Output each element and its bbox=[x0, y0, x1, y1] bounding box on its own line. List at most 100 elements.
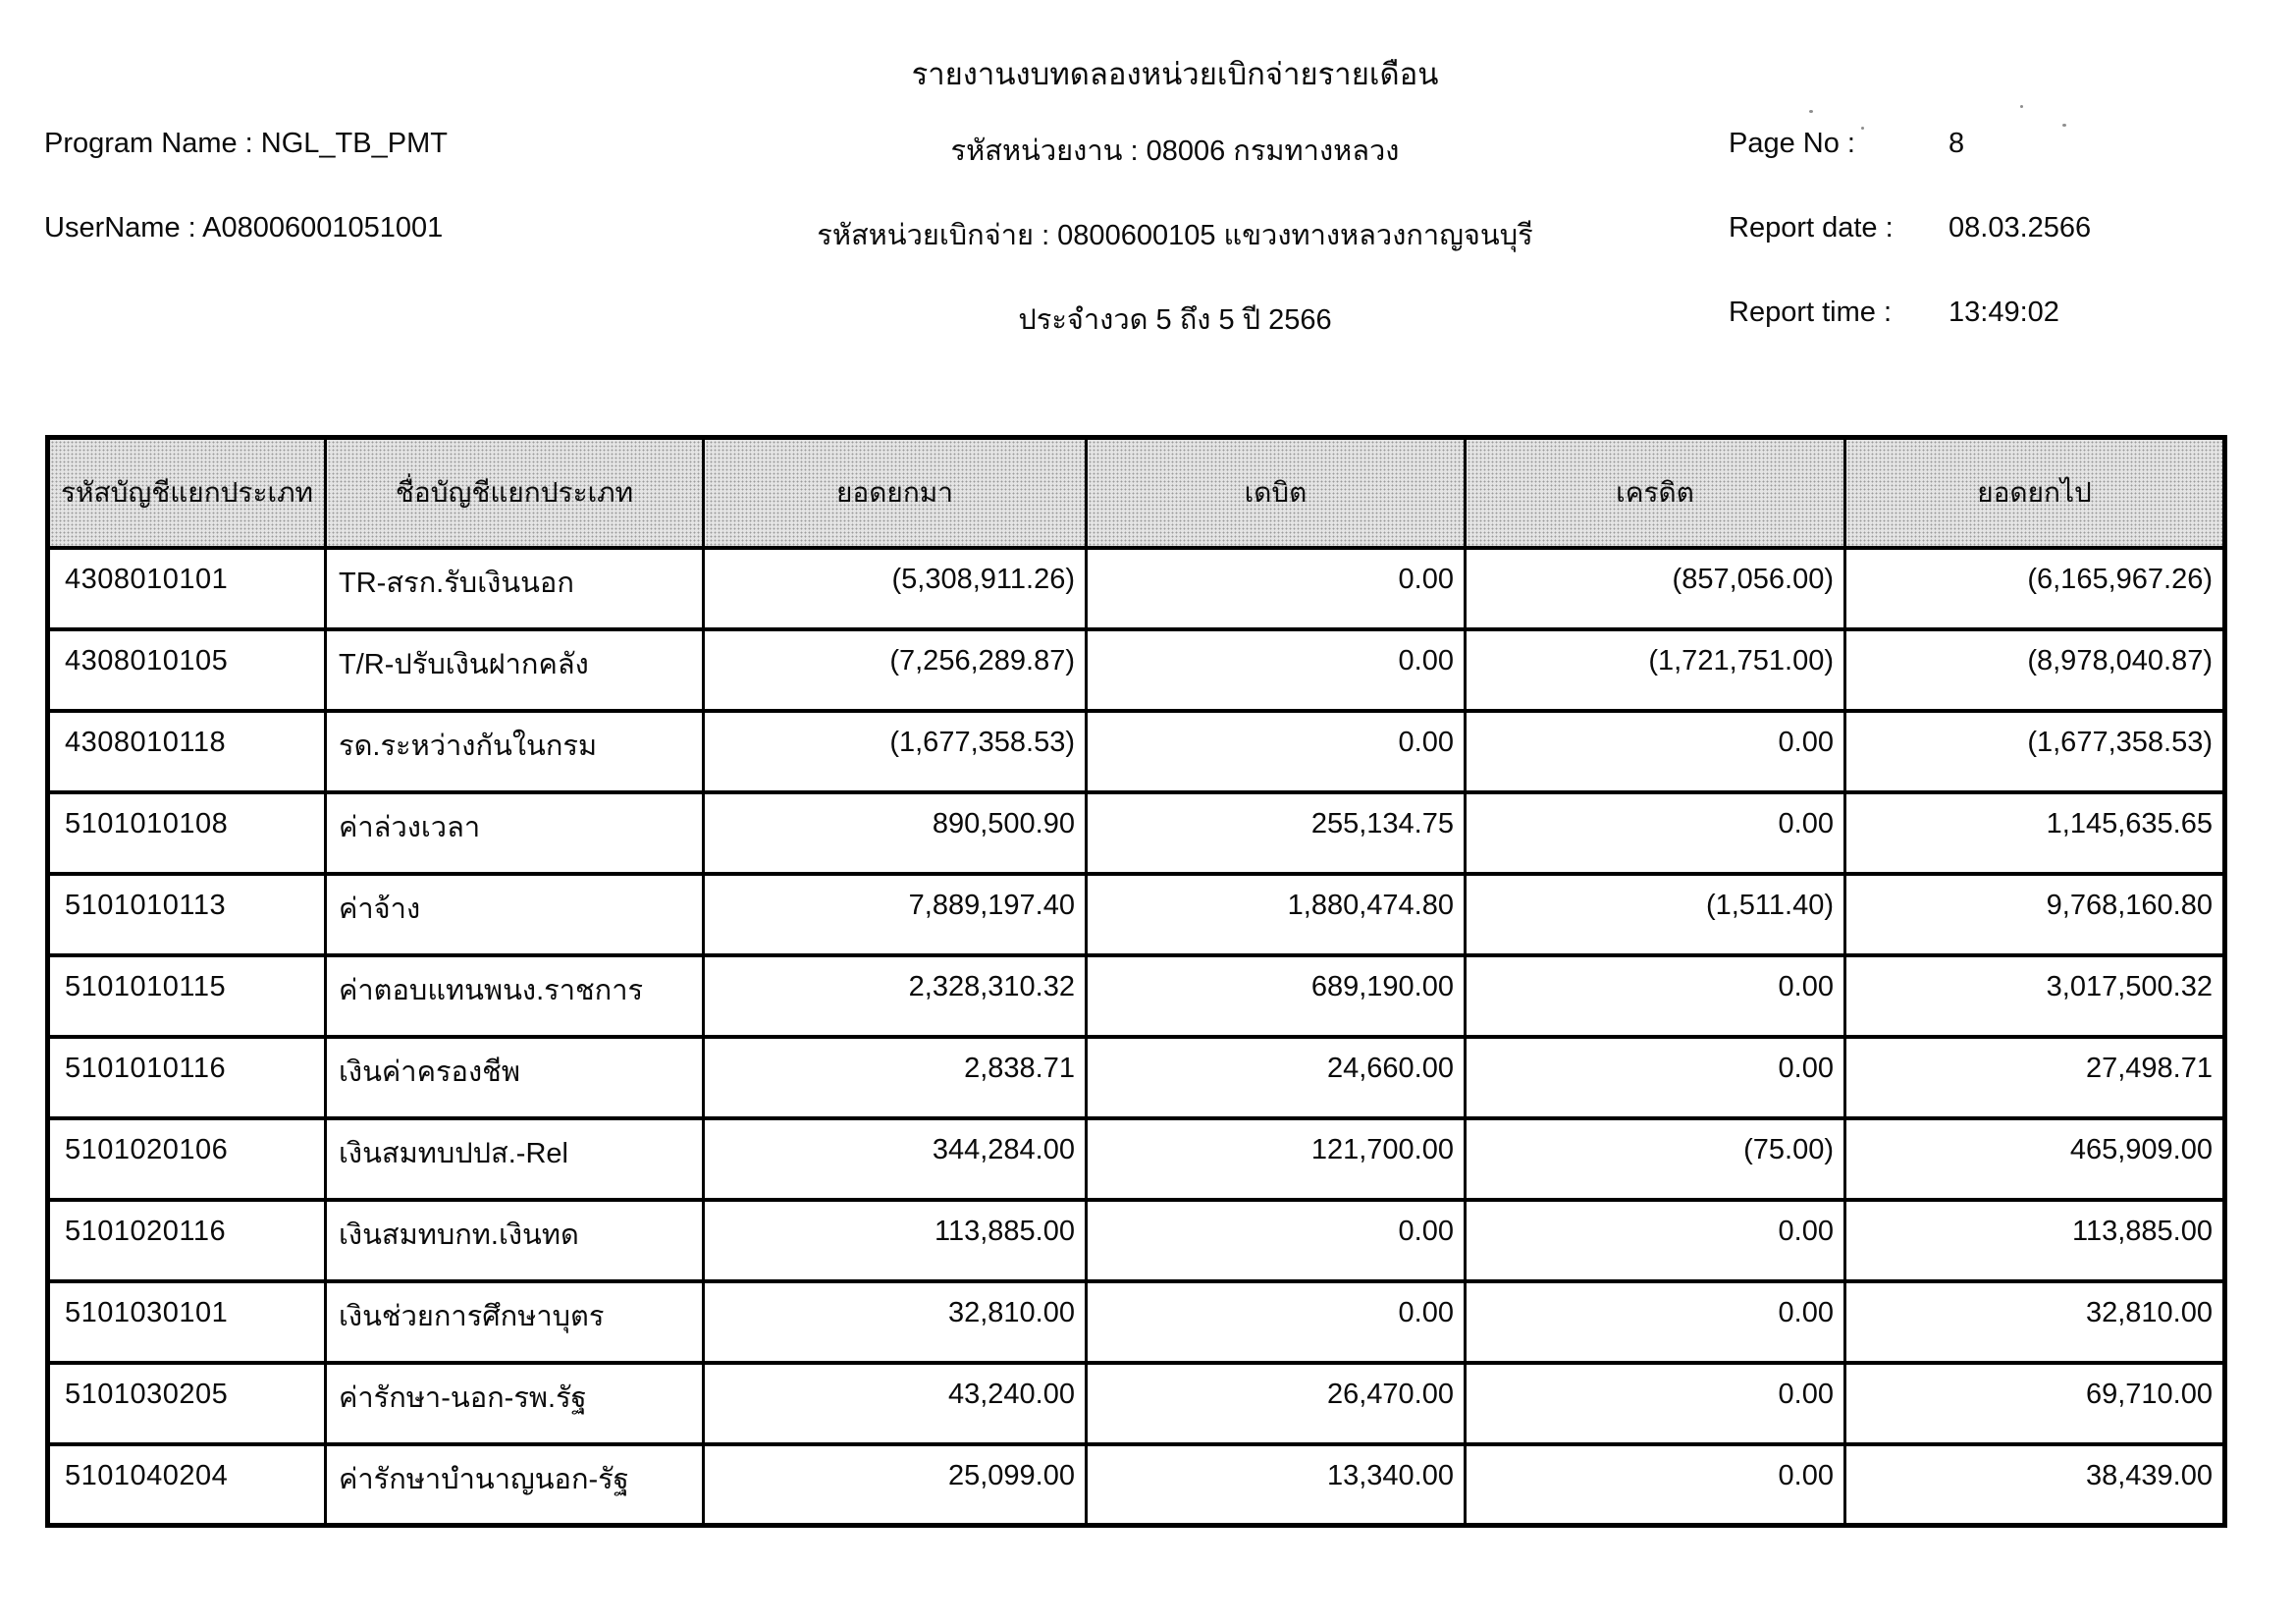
table-row: 5101010108 ค่าล่วงเวลา 890,500.90 255,134.7… bbox=[46, 789, 2225, 874]
debit-amount: 0.00 bbox=[1085, 545, 1466, 629]
account-name: T/R-ปรับเงินฝากคลัง bbox=[324, 626, 704, 711]
credit-amount: (75.00) bbox=[1464, 1115, 1845, 1200]
beginning-balance: 113,885.00 bbox=[702, 1197, 1087, 1281]
beginning-balance: 2,838.71 bbox=[702, 1034, 1087, 1118]
beginning-balance: (5,308,911.26) bbox=[702, 545, 1087, 629]
scan-speck bbox=[1861, 127, 1864, 130]
debit-amount: 0.00 bbox=[1085, 708, 1466, 792]
debit-amount: 24,660.00 bbox=[1085, 1034, 1466, 1118]
table-row: 5101030205 ค่ารักษา-นอก-รพ.รัฐ 43,240.00 26… bbox=[46, 1360, 2225, 1444]
account-name: เงินค่าครองชีพ bbox=[324, 1034, 704, 1118]
table-row: 5101030101 เงินช่วยการศึกษาบุตร 32,810.00 0… bbox=[46, 1278, 2225, 1363]
table-row: 5101010115 ค่าตอบแทนพนง.ราชการ 2,328,310.3… bbox=[46, 952, 2225, 1037]
debit-amount: 255,134.75 bbox=[1085, 789, 1466, 874]
ending-balance: 113,885.00 bbox=[1843, 1197, 2225, 1281]
credit-amount: 0.00 bbox=[1464, 1197, 1845, 1281]
beginning-balance: (7,256,289.87) bbox=[702, 626, 1087, 711]
account-name: ค่าตอบแทนพนง.ราชการ bbox=[324, 952, 704, 1037]
beginning-balance: 7,889,197.40 bbox=[702, 871, 1087, 955]
ending-balance: 3,017,500.32 bbox=[1843, 952, 2225, 1037]
table-row: 4308010118 รด.ระหว่างกันในกรม (1,677,358.5… bbox=[46, 708, 2225, 792]
table-header-cell: ยอดยกไป bbox=[1843, 435, 2225, 548]
account-name: เงินสมทบปปส.-Rel bbox=[324, 1115, 704, 1200]
disbursement-unit-line: รหัสหน่วยเบิกจ่าย : 0800600105 แขวงทางหล… bbox=[817, 220, 1533, 251]
credit-amount: 0.00 bbox=[1464, 952, 1845, 1037]
credit-amount: (857,056.00) bbox=[1464, 545, 1845, 629]
table-header-cell: ยอดยกมา bbox=[702, 435, 1087, 548]
account-name: TR-สรก.รับเงินนอก bbox=[324, 545, 704, 629]
table-header-cell: เครดิต bbox=[1464, 435, 1845, 548]
account-name: ค่ารักษาบำนาญนอก-รัฐ bbox=[324, 1441, 704, 1526]
debit-amount: 1,880,474.80 bbox=[1085, 871, 1466, 955]
table-header-cell: ชื่อบัญชีแยกประเภท bbox=[324, 435, 704, 548]
debit-amount: 121,700.00 bbox=[1085, 1115, 1466, 1200]
debit-amount: 0.00 bbox=[1085, 1197, 1466, 1281]
debit-amount: 0.00 bbox=[1085, 1278, 1466, 1363]
report-date-value: 08.03.2566 bbox=[1949, 212, 2092, 244]
account-code: 4308010105 bbox=[46, 626, 326, 711]
report-title: รายงานงบทดลองหน่วยเบิกจ่ายรายเดือน bbox=[911, 57, 1439, 91]
ending-balance: (1,677,358.53) bbox=[1843, 708, 2225, 792]
ending-balance: 32,810.00 bbox=[1843, 1278, 2225, 1363]
agency-code-line: รหัสหน่วยงาน : 08006 กรมทางหลวง bbox=[950, 135, 1400, 167]
credit-amount: (1,511.40) bbox=[1464, 871, 1845, 955]
scan-speck bbox=[2062, 124, 2066, 127]
table-header-cell: รหัสบัญชีแยกประเภท bbox=[46, 435, 326, 548]
account-code: 5101010113 bbox=[46, 871, 326, 955]
ending-balance: (8,978,040.87) bbox=[1843, 626, 2225, 711]
credit-amount: 0.00 bbox=[1464, 789, 1845, 874]
account-name: เงินสมทบกท.เงินทด bbox=[324, 1197, 704, 1281]
scan-speck bbox=[1809, 110, 1813, 113]
ending-balance: 465,909.00 bbox=[1843, 1115, 2225, 1200]
credit-amount: 0.00 bbox=[1464, 1360, 1845, 1444]
credit-amount: 0.00 bbox=[1464, 708, 1845, 792]
account-code: 4308010101 bbox=[46, 545, 326, 629]
credit-amount: 0.00 bbox=[1464, 1278, 1845, 1363]
beginning-balance: 32,810.00 bbox=[702, 1278, 1087, 1363]
table-row: 5101010113 ค่าจ้าง 7,889,197.40 1,880,474.8… bbox=[46, 871, 2225, 955]
ending-balance: 27,498.71 bbox=[1843, 1034, 2225, 1118]
debit-amount: 26,470.00 bbox=[1085, 1360, 1466, 1444]
scan-speck bbox=[2020, 105, 2023, 108]
page-no-label: Page No : bbox=[1729, 128, 1855, 159]
account-name: รด.ระหว่างกันในกรม bbox=[324, 708, 704, 792]
account-code: 4308010118 bbox=[46, 708, 326, 792]
table-header-cell: เดบิต bbox=[1085, 435, 1466, 548]
table-header-row: รหัสบัญชีแยกประเภท ชื่อบัญชีแยกประเภท ยอดย… bbox=[46, 435, 2225, 548]
period-line: ประจำงวด 5 ถึง 5 ปี 2566 bbox=[1018, 304, 1332, 336]
account-code: 5101030101 bbox=[46, 1278, 326, 1363]
account-code: 5101010108 bbox=[46, 789, 326, 874]
account-name: ค่าล่วงเวลา bbox=[324, 789, 704, 874]
table-row: 5101040204 ค่ารักษาบำนาญนอก-รัฐ 25,099.00 1… bbox=[46, 1441, 2225, 1526]
debit-amount: 0.00 bbox=[1085, 626, 1466, 711]
account-name: ค่าจ้าง bbox=[324, 871, 704, 955]
account-code: 5101030205 bbox=[46, 1360, 326, 1444]
debit-amount: 13,340.00 bbox=[1085, 1441, 1466, 1526]
credit-amount: 0.00 bbox=[1464, 1034, 1845, 1118]
account-code: 5101010115 bbox=[46, 952, 326, 1037]
beginning-balance: 43,240.00 bbox=[702, 1360, 1087, 1444]
account-code: 5101040204 bbox=[46, 1441, 326, 1526]
account-name: เงินช่วยการศึกษาบุตร bbox=[324, 1278, 704, 1363]
page-no-value: 8 bbox=[1949, 128, 1965, 159]
program-name-line: Program Name : NGL_TB_PMT bbox=[44, 128, 448, 159]
ending-balance: 38,439.00 bbox=[1843, 1441, 2225, 1526]
beginning-balance: 25,099.00 bbox=[702, 1441, 1087, 1526]
beginning-balance: (1,677,358.53) bbox=[702, 708, 1087, 792]
ending-balance: 9,768,160.80 bbox=[1843, 871, 2225, 955]
table-row: 4308010105 T/R-ปรับเงินฝากคลัง (7,256,289.… bbox=[46, 626, 2225, 711]
report-time-label: Report time : bbox=[1729, 297, 1892, 328]
account-code: 5101010116 bbox=[46, 1034, 326, 1118]
account-code: 5101020106 bbox=[46, 1115, 326, 1200]
ending-balance: (6,165,967.26) bbox=[1843, 545, 2225, 629]
account-name: ค่ารักษา-นอก-รพ.รัฐ bbox=[324, 1360, 704, 1444]
account-table-body: 4308010101 TR-สรก.รับเงินนอก (5,308,911.26… bbox=[46, 545, 2225, 1526]
beginning-balance: 890,500.90 bbox=[702, 789, 1087, 874]
table-row: 5101020106 เงินสมทบปปส.-Rel 344,284.00 121,… bbox=[46, 1115, 2225, 1200]
ending-balance: 1,145,635.65 bbox=[1843, 789, 2225, 874]
beginning-balance: 2,328,310.32 bbox=[702, 952, 1087, 1037]
ending-balance: 69,710.00 bbox=[1843, 1360, 2225, 1444]
credit-amount: 0.00 bbox=[1464, 1441, 1845, 1526]
table-row: 5101020116 เงินสมทบกท.เงินทด 113,885.00 0.0… bbox=[46, 1197, 2225, 1281]
